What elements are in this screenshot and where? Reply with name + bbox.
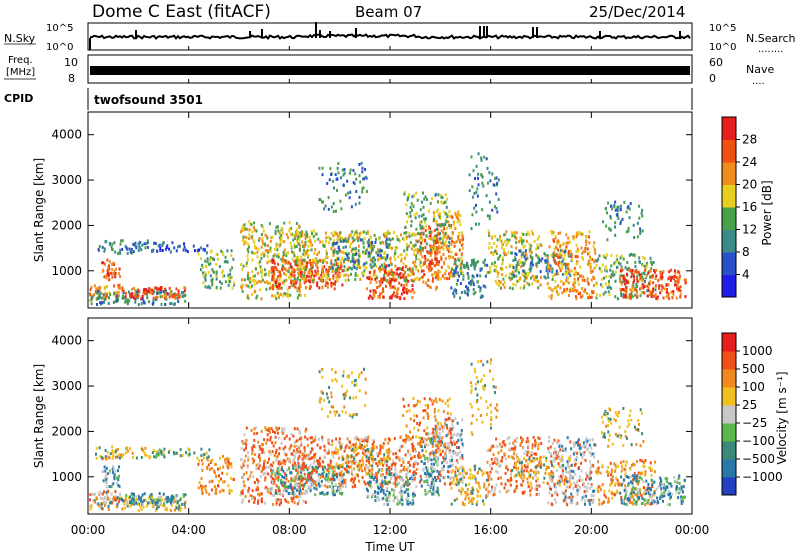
xaxis-tick-label: 20:00 bbox=[574, 523, 609, 537]
power-yaxis: 4000 3000 2000 1000 bbox=[51, 128, 692, 278]
power-scatter bbox=[89, 152, 687, 307]
nsearch-dots: ........ bbox=[758, 44, 783, 55]
colorbar-tick-label: 12 bbox=[742, 223, 757, 237]
colorbar-tick-label: 8 bbox=[742, 245, 750, 259]
colorbar-tick-label: 24 bbox=[742, 155, 757, 169]
colorbar-tick-label: −25 bbox=[742, 416, 767, 430]
colorbar-tick-label: 28 bbox=[742, 133, 757, 147]
colorbar-tick-label: 25 bbox=[742, 398, 757, 412]
nave-label: Nave bbox=[746, 63, 774, 76]
yaxis-tick-label: 2000 bbox=[51, 424, 82, 438]
time-xaxis: 00:00 04:00 08:00 12:00 16:00 20:00 00:00 bbox=[71, 46, 710, 537]
freq-tick-left-top: 10 bbox=[64, 56, 78, 69]
colorbar-tick-label: 20 bbox=[742, 178, 757, 192]
colorbar-tick-label: 1000 bbox=[742, 344, 773, 358]
velocity-colorbar-label: Velocity [m s⁻¹] bbox=[775, 371, 789, 464]
yaxis-tick-label: 3000 bbox=[51, 173, 82, 187]
freq-label-line1: Freq. bbox=[8, 55, 33, 66]
velocity-colorbar: 1000 500 100 25 −25 −100 −500 −1000 bbox=[721, 332, 783, 496]
freq-label-line2: [MHz] bbox=[6, 67, 35, 78]
nave-tick-right-bottom: 0 bbox=[709, 72, 716, 85]
yaxis-tick-label: 3000 bbox=[51, 379, 82, 393]
yaxis-tick-label: 2000 bbox=[51, 218, 82, 232]
colorbar-tick-label: 100 bbox=[742, 380, 765, 394]
xaxis-tick-label: 16:00 bbox=[473, 523, 508, 537]
date-label: 25/Dec/2014 bbox=[589, 3, 685, 21]
yaxis-tick-label: 4000 bbox=[51, 128, 82, 142]
nsky-label: N.Sky bbox=[4, 32, 36, 45]
xaxis-tick-label: 08:00 bbox=[272, 523, 307, 537]
power-colorbar: 28 24 20 16 12 8 4 bbox=[721, 116, 757, 298]
colorbar-tick-label: −100 bbox=[742, 434, 775, 448]
noise-tick-left-bottom: 10^0 bbox=[46, 42, 73, 53]
colorbar-tick-label: 4 bbox=[742, 268, 750, 282]
yaxis-tick-label: 1000 bbox=[51, 470, 82, 484]
cpid-label: CPID bbox=[4, 92, 33, 105]
xaxis-tick-label: 00:00 bbox=[675, 523, 710, 537]
nsearch-label: N.Search bbox=[746, 32, 796, 45]
power-colorbar-label: Power [dB] bbox=[760, 180, 774, 245]
noise-tick-left-top: 10^5 bbox=[46, 23, 73, 34]
figure-title: Dome C East (fitACF) bbox=[92, 2, 271, 22]
velocity-scatter bbox=[89, 358, 686, 513]
xaxis-tick-label: 04:00 bbox=[171, 523, 206, 537]
xaxis-label: Time UT bbox=[364, 540, 415, 554]
yaxis-tick-label: 1000 bbox=[51, 264, 82, 278]
noise-trace bbox=[89, 22, 691, 50]
beam-label: Beam 07 bbox=[355, 3, 422, 21]
colorbar-tick-label: 500 bbox=[742, 362, 765, 376]
velocity-ylabel: Slant Range [km] bbox=[32, 364, 46, 468]
yaxis-tick-label: 4000 bbox=[51, 334, 82, 348]
colorbar-tick-label: −500 bbox=[742, 452, 775, 466]
colorbar-tick-label: 16 bbox=[742, 200, 757, 214]
nave-dots: .... bbox=[752, 76, 765, 87]
xaxis-tick-label: 12:00 bbox=[373, 523, 408, 537]
noise-tick-right-bottom: 10^0 bbox=[709, 42, 736, 53]
freq-tick-left-bottom: 8 bbox=[68, 72, 75, 85]
noise-tick-right-top: 10^5 bbox=[709, 23, 736, 34]
power-ylabel: Slant Range [km] bbox=[32, 158, 46, 262]
colorbar-tick-label: −1000 bbox=[742, 470, 783, 484]
program-label: twofsound 3501 bbox=[94, 93, 203, 107]
freq-trace bbox=[90, 66, 690, 75]
xaxis-tick-label: 00:00 bbox=[71, 523, 106, 537]
nave-tick-right-top: 60 bbox=[709, 56, 723, 69]
velocity-yaxis: 4000 3000 2000 1000 bbox=[51, 334, 692, 484]
